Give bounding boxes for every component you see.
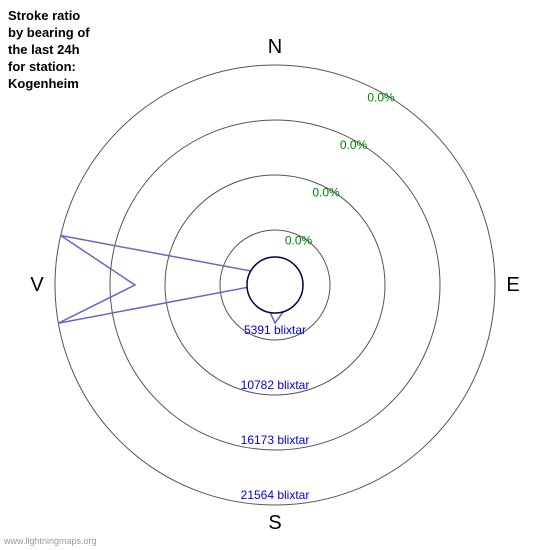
compass-label-s: S [268,512,281,534]
ring-percent-label: 0.0% [367,90,395,104]
chart-container: N E S V 0.0% 0.0% 0.0% 0.0% 5391 blixtar 10782 … [0,0,550,550]
ring-count-label: 10782 blixtar [241,378,310,392]
center-circle [247,257,303,313]
ring-percent-label: 0.0% [340,138,368,152]
ring-percent-label: 0.0% [285,233,313,247]
ring-percent-label: 0.0% [312,186,340,200]
ring-count-label: 5391 blixtar [244,323,306,337]
compass-label-n: N [268,36,282,58]
watermark-text: www.lightningmaps.org [4,536,97,546]
ring-count-label: 16173 blixtar [241,433,310,447]
chart-title: Stroke ratio by bearing of the last 24h … [8,8,90,92]
compass-label-e: E [506,274,519,296]
ring-count-label: 21564 blixtar [241,488,310,502]
compass-label-v: V [30,274,44,296]
